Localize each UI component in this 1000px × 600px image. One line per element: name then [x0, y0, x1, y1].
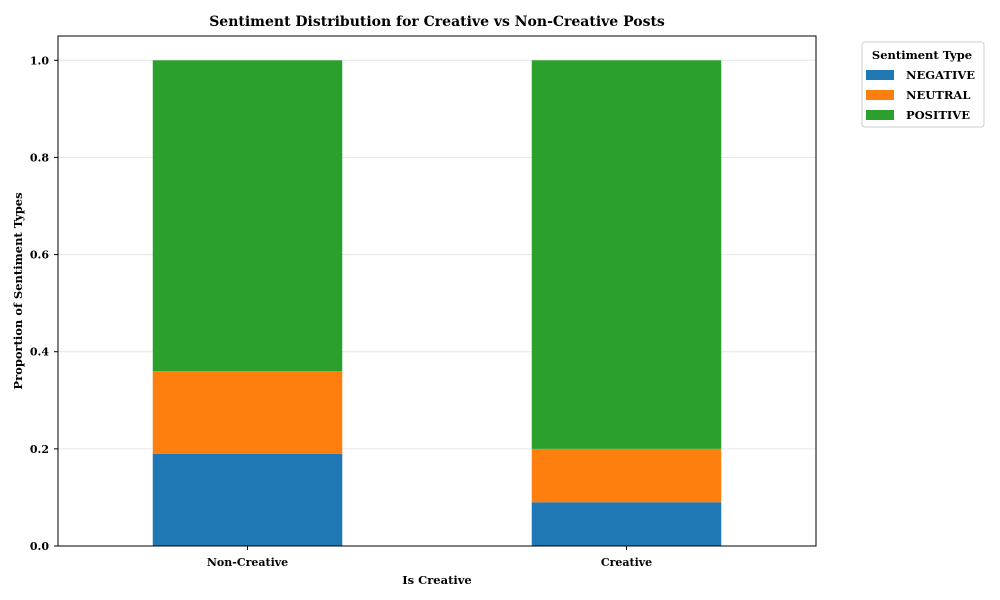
legend-swatch-neutral	[866, 90, 894, 100]
bar-negative-creative	[531, 502, 722, 546]
legend-label-negative: NEGATIVE	[906, 68, 975, 82]
legend-label-positive: POSITIVE	[906, 108, 970, 122]
y-tick-label-0: 0.0	[30, 540, 49, 553]
y-tick-label-1: 0.2	[30, 443, 49, 456]
legend-label-neutral: NEUTRAL	[906, 88, 970, 102]
legend-items: NEGATIVE NEUTRAL POSITIVE	[866, 68, 975, 122]
plot-area-frame	[57, 35, 817, 547]
legend: Sentiment Type NEGATIVE NEUTRAL POSITIVE	[861, 41, 985, 128]
bars	[152, 60, 722, 546]
x-axis-label: Is Creative	[402, 573, 472, 587]
legend-swatch-negative	[866, 70, 894, 80]
x-tick-label-0: Non-Creative	[207, 556, 288, 569]
y-tick-label-2: 0.4	[30, 346, 49, 359]
legend-title: Sentiment Type	[872, 48, 972, 62]
bar-neutral-creative	[531, 448, 722, 503]
bar-neutral-non-creative	[152, 371, 343, 454]
chart-title: Sentiment Distribution for Creative vs N…	[209, 14, 665, 30]
y-tick-label-4: 0.8	[30, 151, 49, 164]
x-axis-ticks: Non-Creative Creative	[207, 546, 652, 569]
bar-positive-creative	[531, 60, 722, 449]
y-axis-ticks: 0.0 0.2 0.4 0.6 0.8 1.0	[30, 54, 58, 553]
y-axis-label: Proportion of Sentiment Types	[11, 192, 25, 389]
x-tick-label-1: Creative	[601, 556, 652, 569]
legend-swatch-positive	[866, 110, 894, 120]
y-tick-label-5: 1.0	[30, 54, 49, 67]
bar-positive-non-creative	[152, 60, 343, 372]
bar-negative-non-creative	[152, 453, 343, 546]
legend-box	[861, 41, 985, 128]
y-tick-label-3: 0.6	[30, 249, 49, 262]
